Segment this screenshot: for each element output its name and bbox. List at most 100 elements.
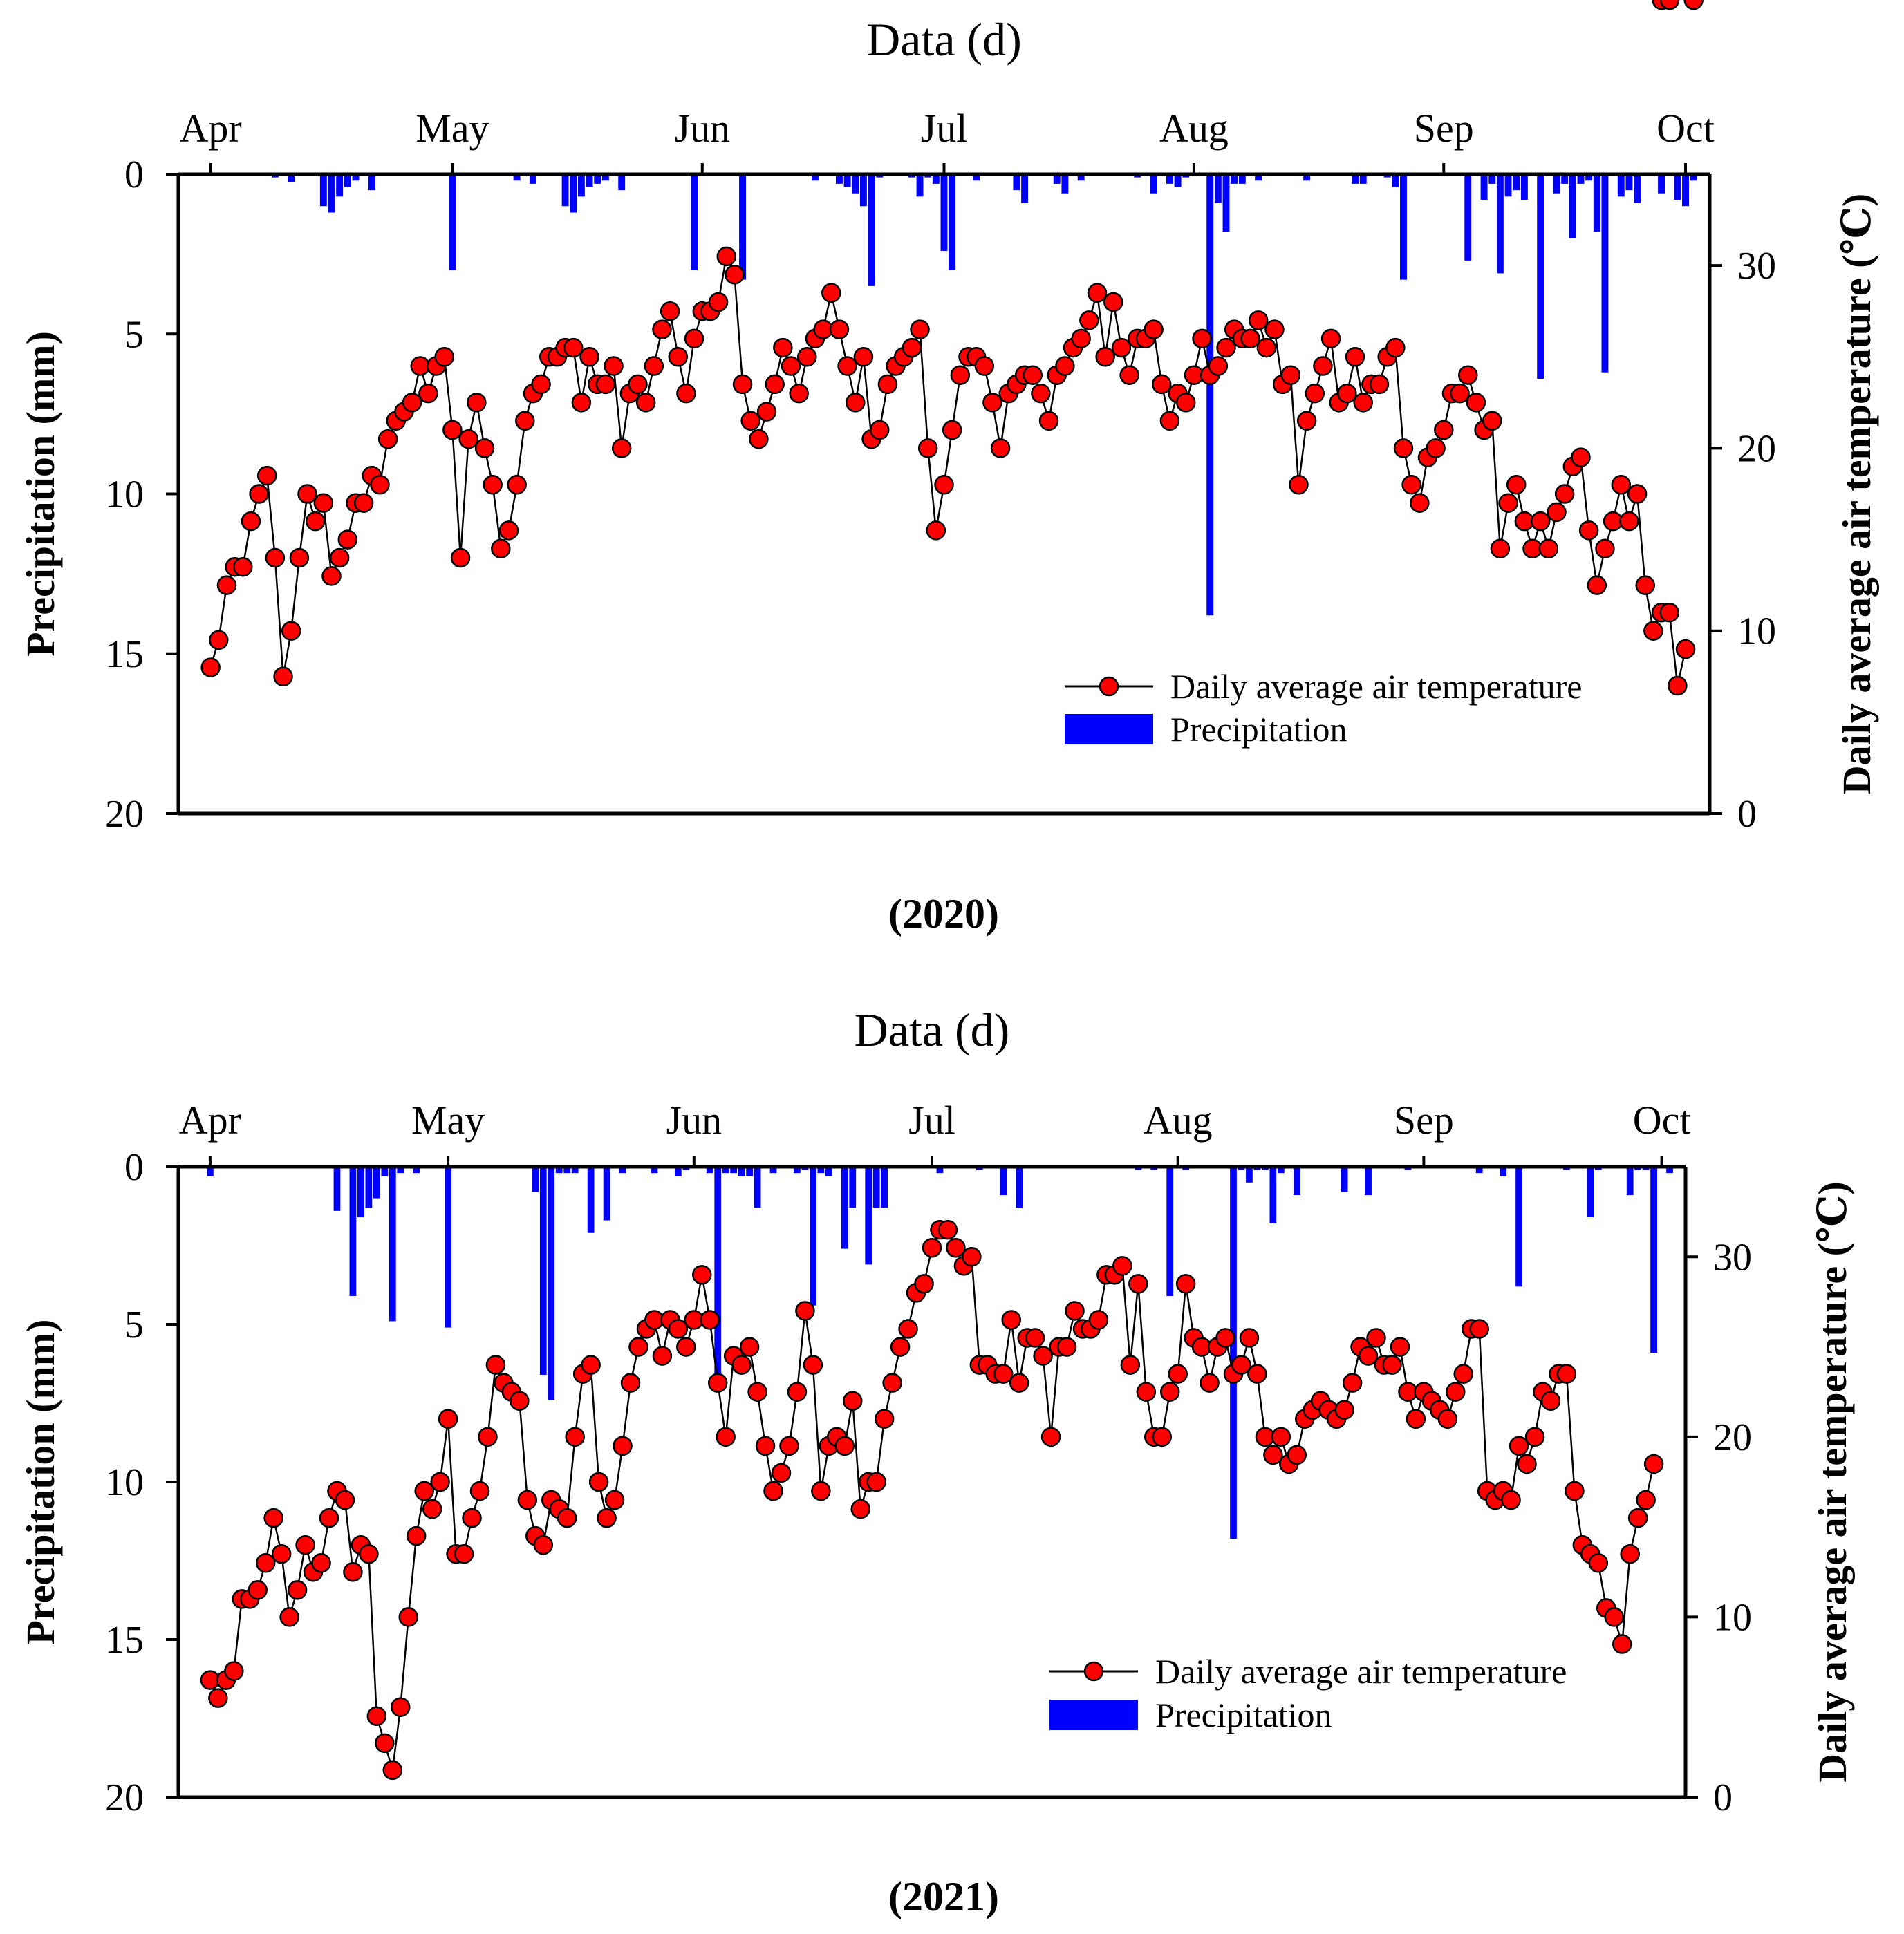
precipitation-bar [1587,1167,1594,1217]
chart-caption: (2021) [888,1874,999,1919]
precipitation-bar [603,1167,610,1221]
y-right-tick-label: 30 [1737,245,1776,288]
temperature-point [1144,319,1164,339]
temperature-point [474,438,495,458]
y-right-axis-label: Daily average air temperature (℃) [1810,1181,1855,1782]
precipitation-bar [852,174,859,194]
temperature-point [1175,1274,1196,1294]
temperature-point [1538,538,1559,559]
temperature-point [787,1382,808,1402]
temperature-point [1200,1373,1220,1393]
temperature-point [917,438,938,458]
temperature-point [1554,484,1575,504]
temperature-point [1437,1409,1458,1429]
temperature-point [1168,1364,1188,1384]
temperature-point [843,1391,863,1411]
precipitation-bar [1537,174,1544,379]
y-left-tick-label: 15 [105,1619,144,1662]
precipitation-bar [532,1167,539,1192]
month-label: Oct [1656,106,1715,151]
precipitation-bar [577,174,585,197]
temperature-point [565,1427,585,1447]
precipitation-bar [674,1167,682,1176]
temperature-point [450,547,471,568]
temperature-point [498,520,519,541]
precipitation-bar [932,174,940,184]
temperature-point [1025,1328,1045,1348]
temperature-point [898,1319,918,1339]
temperature-point [1446,1382,1466,1402]
temperature-point [747,1382,767,1402]
temperature-point [241,511,261,532]
precipitation-bar [936,1167,944,1174]
temperature-point [1001,1310,1021,1330]
temperature-point [946,1238,966,1258]
temperature-point [676,383,696,404]
temperature-point [869,420,890,440]
precipitation-bar [1230,1167,1237,1539]
precipitation-bar [1634,174,1641,203]
precipitation-bar [1585,174,1593,181]
precipitation-bar [812,174,819,181]
precipitation-bar [1674,174,1681,200]
precipitation-bar [1013,174,1020,191]
chart-panel-2: Data (d) Apr May Jun Jul Aug Sep Oct 0 5 10 15 20 0 10… [18,0,1855,1919]
temperature-point [1501,1490,1521,1510]
chart-caption: (2020) [888,891,999,937]
precipitation-bar [587,1167,595,1233]
temperature-point [1088,1310,1109,1330]
temperature-point [1453,1364,1473,1384]
temperature-point [319,1508,339,1528]
temperature-point [531,374,551,395]
temperature-point [604,1490,625,1510]
y-right-tick-label: 20 [1737,427,1776,470]
temperature-point [1334,1400,1354,1420]
temperature-point [1466,393,1486,413]
precipitation-bar [1365,1167,1372,1196]
temperature-point [1159,411,1180,431]
temperature-point [1469,1319,1489,1339]
precipitation-bar [1231,174,1238,184]
temperature-point [263,1508,283,1528]
temperature-point [668,1319,689,1339]
temperature-point [1540,1391,1561,1411]
temperature-point [628,1337,648,1357]
precipitation-bar [1246,1167,1253,1183]
temperature-point [850,1499,870,1519]
precipitation-bar [513,174,521,181]
temperature-point [1289,475,1309,495]
temperature-point [950,365,971,385]
precipitation-bar [865,1167,872,1265]
month-label: Apr [179,1098,241,1143]
temperature-point [321,566,342,586]
temperature-point [353,493,374,513]
temperature-point [1103,292,1123,312]
temperature-point [359,1543,379,1564]
temperature-point [406,1525,427,1546]
precipitation-bar [1277,1167,1285,1174]
temperature-point [256,465,277,486]
precipitation-bar [835,174,843,184]
precipitation-bar [1150,174,1157,194]
precipitation-bar [288,174,295,182]
month-label: Aug [1144,1098,1213,1143]
temperature-point [668,347,689,367]
temperature-point [990,438,1011,458]
temperature-point [1434,420,1454,440]
precipitation-bar [940,174,948,251]
precipitation-bar [529,174,536,184]
y-right-tick-label: 0 [1737,793,1757,836]
temperature-point [1547,502,1567,523]
month-label: May [411,1098,485,1143]
precipitation-bar [389,1167,396,1322]
temperature-point [937,1219,958,1240]
temperature-point [834,1436,855,1456]
temperature-point [1342,1373,1363,1393]
temperature-point [517,1490,538,1510]
precipitation-bar [1626,1167,1634,1196]
precipitation-bar [868,174,875,286]
legend-bar-swatch [1049,1700,1138,1730]
temperature-point [1490,538,1511,559]
y-left-axis-label: Precipitation (mm) [18,1320,63,1645]
temperature-point [708,292,729,312]
